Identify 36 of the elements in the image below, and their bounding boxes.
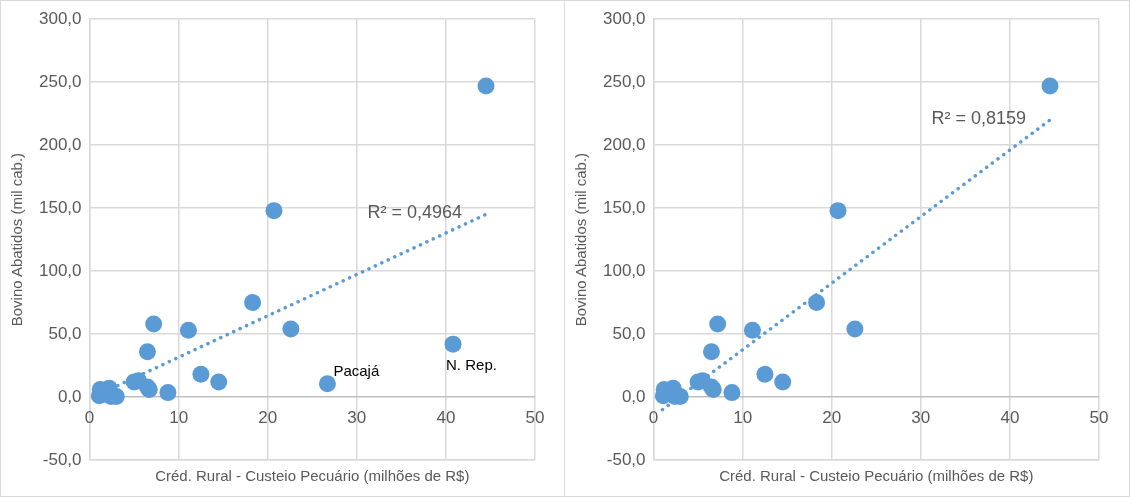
x-tick-label: 10 — [733, 408, 753, 428]
y-tick-label: 50,0 — [612, 323, 646, 343]
x-tick-label: 50 — [525, 408, 545, 428]
x-tick-label: 0 — [84, 408, 95, 428]
annotation: Pacajá — [333, 361, 380, 379]
y-axis-title: Bovino Abatidos (mil cab.) — [572, 152, 590, 327]
y-tick-label: 150,0 — [38, 197, 82, 217]
annotation: R² = 0,4964 — [367, 202, 462, 223]
x-tick-label: 10 — [169, 408, 189, 428]
x-axis-title: Créd. Rural - Custeio Pecuário (milhões de R$) — [719, 467, 1034, 485]
y-tick-label: 250,0 — [38, 71, 82, 91]
y-tick-label: -50,0 — [606, 449, 646, 469]
x-tick-label: 20 — [822, 408, 842, 428]
y-tick-label: 250,0 — [602, 71, 646, 91]
x-tick-label: 0 — [648, 408, 659, 428]
y-tick-label: 150,0 — [602, 197, 646, 217]
y-axis-title: Bovino Abatidos (mil cab.) — [8, 152, 26, 327]
x-tick-label: 30 — [911, 408, 931, 428]
y-tick-label: 200,0 — [38, 134, 82, 154]
y-tick-label: 0,0 — [621, 386, 646, 406]
y-tick-label: -50,0 — [42, 449, 82, 469]
x-tick-label: 50 — [1089, 408, 1109, 428]
x-tick-label: 30 — [347, 408, 367, 428]
y-tick-label: 0,0 — [57, 386, 82, 406]
y-tick-label: 50,0 — [48, 323, 82, 343]
y-tick-label: 300,0 — [602, 8, 646, 28]
x-tick-label: 40 — [436, 408, 456, 428]
y-tick-label: 300,0 — [38, 8, 82, 28]
x-tick-label: 20 — [258, 408, 278, 428]
y-tick-label: 100,0 — [38, 260, 82, 280]
annotation: N. Rep. — [446, 356, 497, 374]
x-axis-title: Créd. Rural - Custeio Pecuário (milhões de R$) — [155, 467, 470, 485]
y-tick-label: 200,0 — [602, 134, 646, 154]
x-tick-label: 40 — [1000, 408, 1020, 428]
annotation: R² = 0,8159 — [931, 107, 1026, 128]
y-tick-label: 100,0 — [602, 260, 646, 280]
